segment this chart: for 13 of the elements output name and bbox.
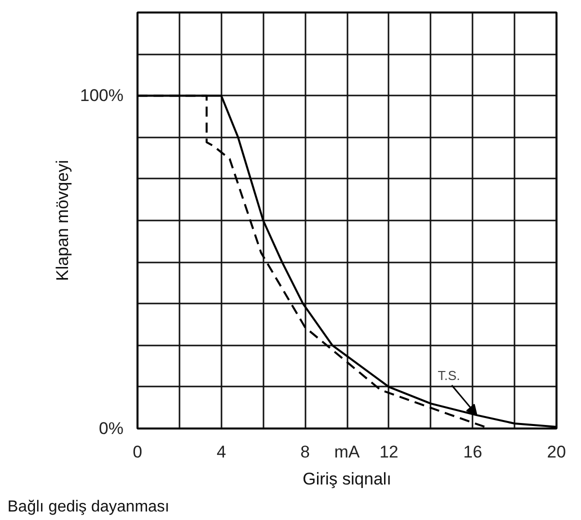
annotation: T.S. bbox=[438, 368, 460, 384]
x-tick-label: 4 bbox=[216, 442, 226, 462]
y-tick-label: 0% bbox=[98, 419, 124, 438]
x-tick-label: 8 bbox=[300, 442, 310, 462]
x-tick-label: 0 bbox=[132, 442, 142, 462]
y-tick-label: 100% bbox=[80, 86, 124, 106]
x-tick-label: mA bbox=[334, 442, 360, 462]
x-tick-label: 16 bbox=[463, 442, 482, 462]
x-axis-title: Giriş siqnalı bbox=[302, 470, 392, 488]
text: Bağlı gediş dayanması bbox=[8, 498, 170, 516]
y-axis-title: Klapan mövqeyi bbox=[53, 160, 72, 281]
x-tick-label: 20 bbox=[547, 442, 566, 462]
x-tick-label: 12 bbox=[379, 442, 398, 462]
